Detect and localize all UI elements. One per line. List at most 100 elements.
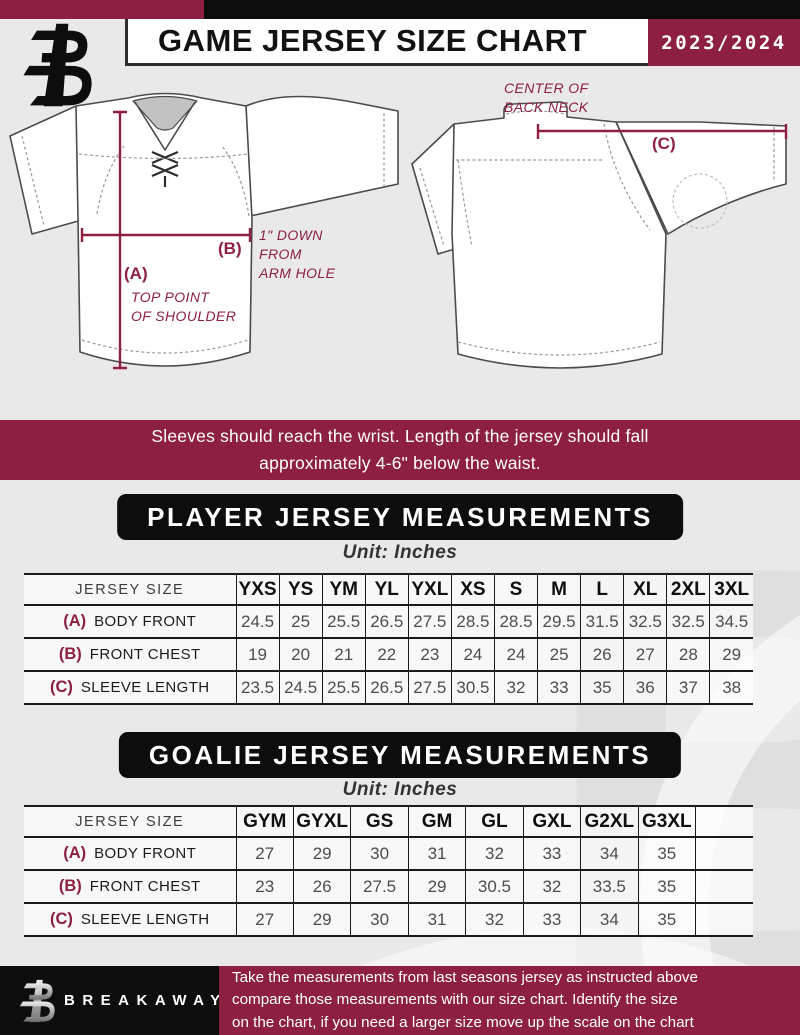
table-row: (A) BODY FRONT 24.5 25 25.5 26.5 27.5 28.5 28.5 2…	[24, 604, 753, 638]
row-header: (A) BODY FRONT	[24, 836, 236, 870]
measurement-cell: 29	[407, 869, 466, 903]
row-header: (A) BODY FRONT	[24, 604, 236, 638]
fit-instructions-banner: Sleeves should reach the wrist. Length o…	[0, 420, 800, 480]
size-column-header: XL	[623, 573, 667, 606]
top-bar-maroon-segment	[0, 0, 204, 19]
size-column-header: 3XL	[709, 573, 753, 606]
measurement-cell: 32	[522, 869, 581, 903]
label-a-note-line1: TOP POINT	[131, 289, 210, 305]
size-column-header: G3XL	[637, 805, 696, 838]
measurement-cell: 33	[522, 836, 581, 870]
table-row: (B) FRONT CHEST 23 26 27.5 29 30.5 32 33.5 35	[24, 869, 753, 903]
measurement-cell: 35	[637, 836, 696, 870]
label-c-note: CENTER OF BACK NECK	[504, 79, 589, 117]
row-header: (B) FRONT CHEST	[24, 637, 236, 671]
size-column-header: YXS	[235, 573, 280, 606]
label-b-note-line1: 1" DOWN	[259, 227, 323, 243]
measurement-line-a	[113, 110, 127, 370]
size-column-header: M	[537, 573, 581, 606]
measurement-cell: 26	[580, 637, 624, 671]
row-key: (B)	[58, 645, 82, 663]
measurement-cell: 28.5	[493, 604, 538, 638]
measurement-cell: 37	[666, 670, 710, 705]
breakaway-b-monogram-icon	[23, 23, 92, 107]
measurement-cell: 34.5	[709, 604, 753, 638]
player-section-title: PLAYER JERSEY MEASUREMENTS	[147, 501, 653, 532]
label-b-note: 1" DOWN FROM ARM HOLE	[259, 226, 335, 283]
label-c-note-line2: BACK NECK	[504, 99, 589, 115]
measurement-cell: 23	[235, 869, 294, 903]
measurement-cell: 29	[292, 902, 351, 937]
size-column-header: YXL	[407, 573, 452, 606]
measurement-cell: 30	[350, 902, 409, 937]
measurement-cell: 35	[637, 902, 696, 937]
measurement-cell: 26.5	[364, 670, 409, 705]
label-b: (B)	[218, 239, 242, 258]
size-column-header: GL	[465, 805, 524, 838]
row-label: BODY FRONT	[94, 845, 197, 862]
row-key: (C)	[50, 910, 73, 928]
measurement-cell: 33	[537, 670, 581, 705]
size-column-header: YS	[278, 573, 323, 606]
goalie-measurements-table: JERSEY SIZE GYM GYXL GS GM GL GXL G2XL G3XL (A) BO…	[24, 805, 753, 937]
measurement-cell: 24.5	[235, 604, 280, 638]
front-laces	[151, 150, 179, 187]
measurement-cell: 25	[537, 637, 581, 671]
measurement-line-c	[536, 124, 788, 139]
measurement-cell: 31.5	[580, 604, 624, 638]
measurement-cell: 21	[321, 637, 366, 671]
measurement-lines	[80, 110, 788, 370]
season-badge: 2023/2024	[648, 19, 800, 66]
measurement-cell: 24	[450, 637, 495, 671]
measurement-cell: 25.5	[321, 670, 366, 705]
table-row: (C) SLEEVE LENGTH 27 29 30 31 32 33 34 35	[24, 902, 753, 937]
size-column-header	[695, 805, 753, 838]
measurement-cell: 36	[623, 670, 667, 705]
label-b-note-line2: FROM	[259, 246, 302, 262]
measurement-cell: 29	[292, 836, 351, 870]
player-table-wrap: JERSEY SIZE YXS YS YM YL YXL XS S M L XL 2XL 3XL (A) B…	[24, 573, 753, 705]
footer-instructions: Take the measurements from last seasons …	[219, 966, 800, 1035]
footer-line2: compare those measurements with our size…	[232, 991, 678, 1009]
row-label: SLEEVE LENGTH	[80, 911, 210, 928]
measurement-cell: 32.5	[666, 604, 710, 638]
table-row: (A) BODY FRONT 27 29 30 31 32 33 34 35	[24, 836, 753, 870]
measurement-cell: 24	[493, 637, 538, 671]
measurement-cell: 35	[580, 670, 624, 705]
size-column-header: GYM	[235, 805, 294, 838]
row-label: SLEEVE LENGTH	[80, 679, 210, 696]
jersey-size-corner-label: JERSEY SIZE	[24, 805, 236, 838]
size-column-header: YL	[364, 573, 409, 606]
row-key: (B)	[58, 877, 82, 895]
label-a-note-line2: OF SHOULDER	[131, 308, 237, 324]
title-band: GAME JERSEY SIZE CHART	[125, 19, 648, 66]
size-column-header: G2XL	[580, 805, 639, 838]
front-v-neck	[134, 101, 196, 151]
measurement-cell: 26.5	[364, 604, 409, 638]
size-column-header: 2XL	[666, 573, 710, 606]
brand-name: BREAKAWAY	[64, 992, 228, 1009]
measurement-cell: 30.5	[450, 670, 495, 705]
row-header: (C) SLEEVE LENGTH	[24, 902, 236, 937]
row-key: (A)	[63, 844, 87, 862]
measurement-cell: 32	[493, 670, 538, 705]
measurement-cell: 34	[580, 836, 639, 870]
goalie-section-title-pill: GOALIE JERSEY MEASUREMENTS	[118, 732, 682, 778]
back-right-sleeve	[615, 121, 787, 235]
measurement-cell: 29	[709, 637, 753, 671]
measurement-cell	[695, 869, 753, 903]
measurement-cell: 32	[465, 836, 524, 870]
size-column-header: GS	[350, 805, 409, 838]
label-c-note-line1: CENTER OF	[504, 80, 589, 96]
measurement-cell: 27	[235, 902, 294, 937]
size-column-header: GM	[407, 805, 466, 838]
row-label: FRONT CHEST	[89, 878, 201, 895]
size-column-header: XS	[450, 573, 495, 606]
measurement-cell: 27.5	[407, 670, 452, 705]
measurement-cell: 22	[364, 637, 409, 671]
breakaway-b-monogram-icon	[19, 979, 55, 1023]
size-column-header: GXL	[522, 805, 581, 838]
player-section-title-pill: PLAYER JERSEY MEASUREMENTS	[117, 494, 683, 540]
jersey-size-corner-label: JERSEY SIZE	[24, 573, 236, 606]
